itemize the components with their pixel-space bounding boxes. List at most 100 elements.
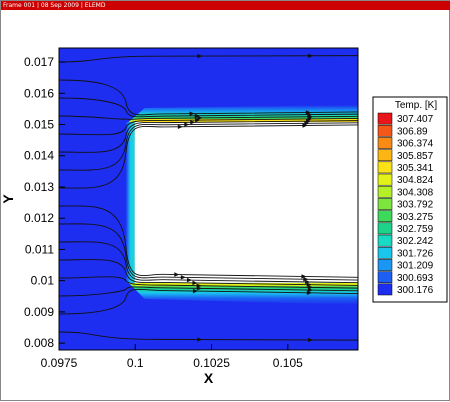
obstacle-body — [134, 122, 359, 283]
legend-label: 302.242 — [397, 236, 434, 247]
streamline-arrow — [308, 337, 314, 343]
legend-swatch — [377, 161, 393, 174]
y-tick-label: 0.011 — [25, 242, 54, 256]
streamline-arrow — [197, 53, 203, 59]
streamline — [59, 122, 358, 171]
streamline-arrow — [304, 121, 310, 126]
legend-swatch — [377, 149, 393, 162]
legend-label: 306.374 — [397, 139, 434, 150]
streamline-arrow — [307, 116, 313, 122]
streamline — [59, 241, 358, 284]
thermal-layer-left — [125, 122, 135, 283]
legend-label: 305.857 — [397, 151, 434, 162]
streamline — [59, 259, 358, 286]
legend-label: 301.726 — [397, 248, 434, 259]
streamline — [59, 120, 358, 153]
streamline — [59, 118, 358, 136]
streamline-arrow — [177, 124, 183, 129]
x-tick-label: 0.1 — [127, 356, 144, 370]
legend-swatch — [377, 124, 393, 137]
y-tick-label: 0.008 — [24, 336, 54, 350]
legend-title: Temp. [K] — [395, 100, 437, 111]
legend-label: 305.341 — [397, 163, 434, 174]
legend-label: 303.275 — [397, 212, 434, 223]
streamline-arrow — [186, 277, 192, 283]
streamline-arrow — [197, 115, 203, 121]
streamline — [59, 205, 358, 278]
legend-label: 304.824 — [397, 175, 434, 186]
plot-border — [58, 47, 359, 351]
streamline — [59, 97, 358, 118]
legend-swatch — [377, 137, 393, 149]
streamline-arrow — [308, 53, 314, 58]
legend-swatch — [377, 210, 393, 223]
y-tick-label: 0.009 — [24, 305, 54, 319]
streamline-arrow — [196, 286, 202, 291]
legend-swatch — [377, 222, 393, 235]
frame-header: Frame 001 | 08 Sep 2009 | ELEMD — [1, 1, 450, 10]
streamline-arrow — [307, 287, 313, 293]
streamline-arrow — [303, 276, 309, 282]
streamline — [59, 331, 358, 341]
y-tick-label: 0.015 — [24, 118, 54, 132]
streamline-arrow — [180, 275, 186, 280]
streamline-arrow — [192, 288, 198, 294]
streamline — [59, 79, 358, 116]
legend-swatch — [377, 112, 393, 125]
y-tick-label: 0.014 — [24, 149, 54, 163]
streamline-arrow — [301, 274, 307, 279]
legend-swatch — [377, 246, 393, 259]
streamline-arrow — [302, 123, 308, 128]
hot-edge-top — [134, 119, 358, 123]
streamline-arrow — [174, 272, 180, 277]
hot-edge-bottom — [134, 282, 358, 286]
streamline-arrow — [197, 337, 203, 342]
streamline — [59, 286, 358, 297]
legend-swatch — [377, 234, 393, 247]
streamline — [59, 124, 358, 189]
legend-label: 304.308 — [397, 187, 434, 198]
streamline-arrow — [192, 280, 198, 286]
x-axis-label: X — [204, 370, 214, 386]
y-tick-label: 0.016 — [24, 86, 54, 100]
legend-label: 303.792 — [397, 200, 434, 211]
y-tick-label: 0.017 — [24, 55, 54, 69]
streamline-arrow — [190, 120, 196, 125]
legend-label: 300.693 — [397, 273, 434, 284]
streamline — [59, 276, 358, 289]
x-tick-label: 0.1025 — [193, 356, 230, 370]
streamline-arrow — [306, 290, 312, 295]
y-axis-label: Y — [1, 194, 16, 204]
streamline-arrow — [189, 111, 195, 116]
plot-canvas: 0.0975 0.1 0.1025 0.105 0.008 0.009 0.01 0.011 0… — [1, 47, 448, 386]
y-tick-label: 0.01 — [31, 274, 55, 288]
axes: 0.0975 0.1 0.1025 0.105 0.008 0.009 0.01 0.011 0… — [24, 47, 359, 370]
legend-label: 302.759 — [397, 224, 434, 235]
legend-label: 301.209 — [397, 261, 434, 272]
streamline-arrow — [194, 113, 200, 119]
legend-swatch — [377, 271, 393, 284]
streamline-arrow — [305, 279, 311, 285]
legend-swatch — [377, 259, 393, 271]
streamline — [59, 288, 358, 315]
streamline — [59, 223, 358, 281]
x-tick-label: 0.0975 — [41, 356, 78, 370]
streamline-arrow — [305, 110, 311, 115]
legend-swatch — [377, 173, 393, 186]
streamline-arrow — [184, 122, 190, 127]
legend-swatch — [377, 185, 393, 198]
x-tick-label: 0.105 — [273, 356, 303, 370]
y-tick-label: 0.012 — [24, 211, 54, 225]
legend-swatch — [377, 283, 393, 296]
legend-swatch — [377, 198, 393, 210]
legend-label: 300.176 — [397, 285, 434, 296]
streamline-arrow — [306, 118, 312, 124]
streamlines — [59, 53, 358, 343]
y-tick-label: 0.013 — [24, 180, 54, 194]
streamline-arrow — [195, 117, 201, 123]
temperature-field — [59, 48, 359, 350]
streamline — [59, 115, 358, 120]
streamline — [59, 55, 358, 63]
